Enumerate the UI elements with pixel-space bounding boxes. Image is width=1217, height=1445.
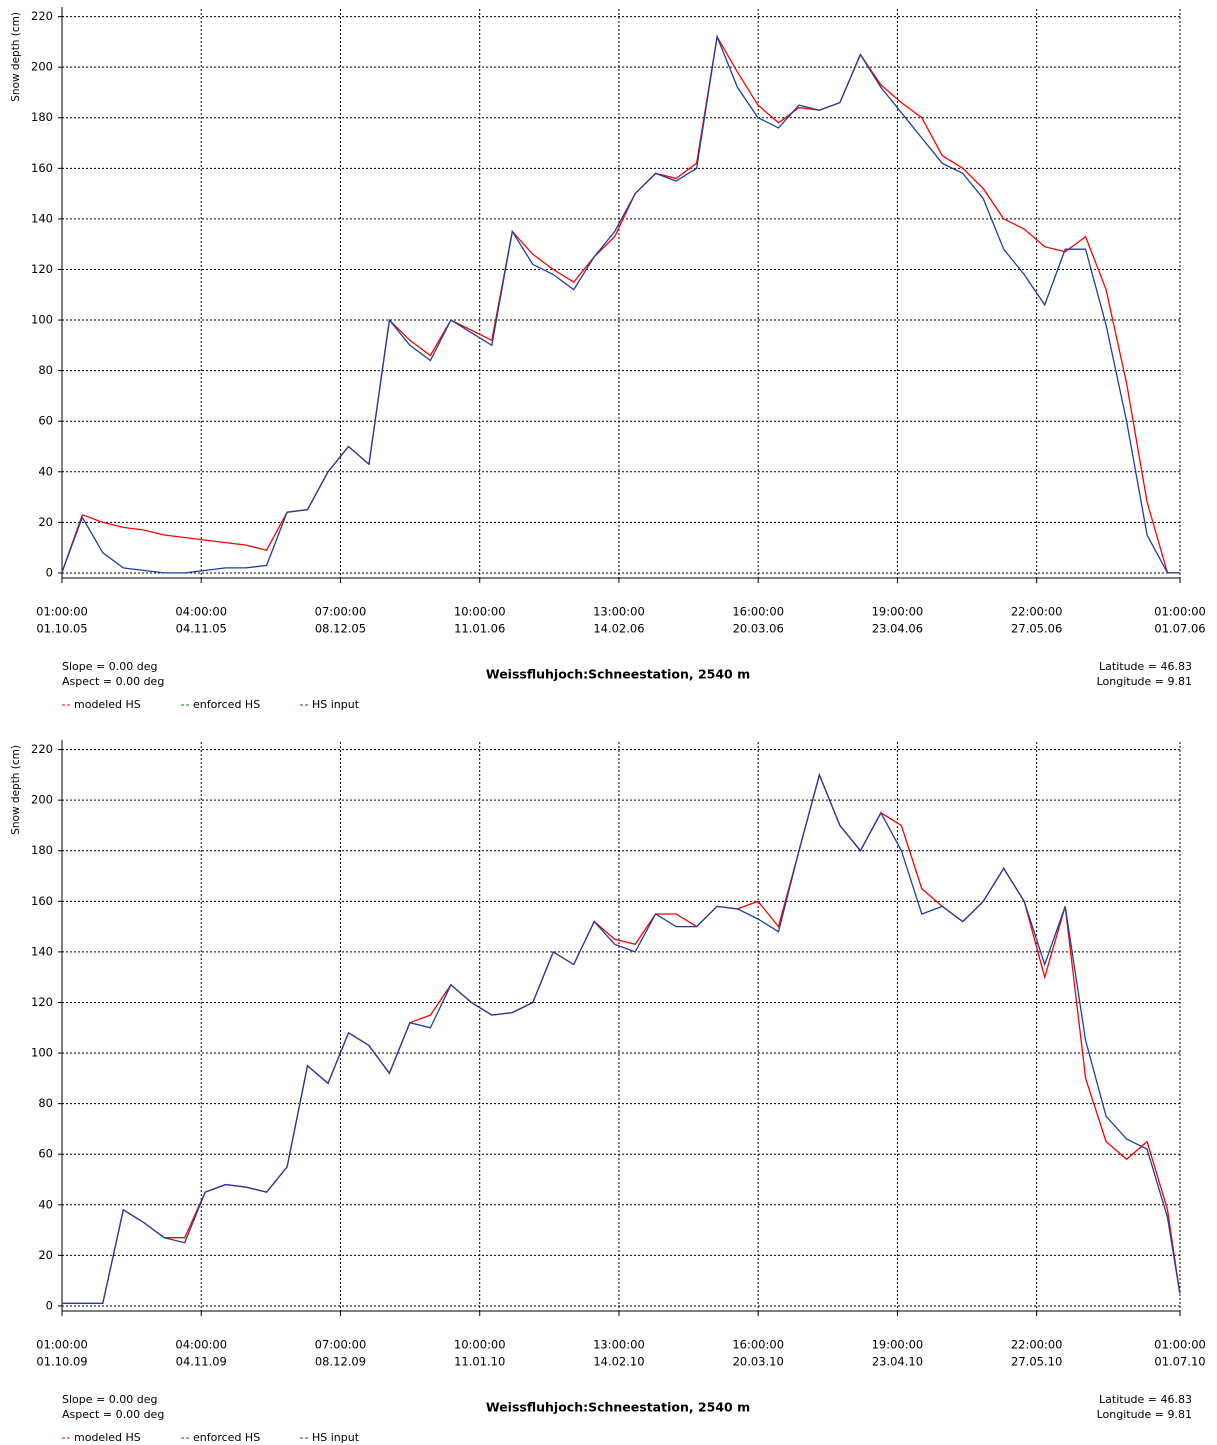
y-tick-label: 100 bbox=[31, 1046, 53, 1060]
legend-label: HS input bbox=[312, 698, 360, 711]
aspect: Aspect = 0.00 deg bbox=[62, 1408, 164, 1421]
x-tick-label: 20.03.06 bbox=[733, 622, 784, 636]
y-tick-label: 20 bbox=[38, 515, 53, 529]
legend-label: modeled HS bbox=[74, 698, 141, 711]
y-tick-label: 140 bbox=[31, 944, 53, 958]
x-tick-label: 04.11.05 bbox=[176, 622, 227, 636]
y-tick-label: 180 bbox=[31, 843, 53, 857]
x-tick-label: 11.01.06 bbox=[454, 622, 505, 636]
aspect: Aspect = 0.00 deg bbox=[62, 675, 164, 688]
x-tick-label: 04:00:00 bbox=[175, 1338, 227, 1352]
x-tick-label: 20.03.10 bbox=[733, 1355, 784, 1369]
y-tick-label: 20 bbox=[38, 1248, 53, 1262]
y-tick-label: 220 bbox=[31, 742, 53, 756]
x-tick-label: 01:00:00 bbox=[1154, 1338, 1206, 1352]
x-tick-label: 23.04.10 bbox=[872, 1355, 923, 1369]
y-tick-label: 200 bbox=[31, 60, 53, 74]
slope: Slope = 0.00 deg bbox=[62, 1393, 157, 1406]
y-axis-label: Snow depth (cm) bbox=[10, 12, 22, 102]
x-tick-label: 22:00:00 bbox=[1011, 605, 1063, 619]
y-tick-label: 180 bbox=[31, 110, 53, 124]
series-line bbox=[61, 34, 1180, 574]
x-tick-label: 16:00:00 bbox=[732, 1338, 784, 1352]
x-tick-label: 27.05.06 bbox=[1011, 622, 1062, 636]
x-tick-label: 10:00:00 bbox=[454, 605, 506, 619]
x-tick-label: 08.12.09 bbox=[315, 1355, 366, 1369]
series-line bbox=[61, 772, 1181, 1305]
x-tick-label: 19:00:00 bbox=[872, 1338, 924, 1352]
x-tick-label: 01.07.06 bbox=[1154, 622, 1205, 636]
chart-title: Weissfluhjoch:Schneestation, 2540 m bbox=[486, 1400, 750, 1415]
y-tick-label: 160 bbox=[31, 161, 53, 175]
x-tick-label: 13:00:00 bbox=[593, 1338, 645, 1352]
x-tick-label: 27.05.10 bbox=[1011, 1355, 1062, 1369]
latitude: Latitude = 46.83 bbox=[1099, 660, 1192, 673]
latitude: Latitude = 46.83 bbox=[1099, 1393, 1192, 1406]
series-line bbox=[61, 772, 1181, 1305]
y-tick-label: 220 bbox=[31, 9, 53, 23]
legend-label: HS input bbox=[312, 1431, 360, 1444]
x-tick-label: 14.02.10 bbox=[593, 1355, 644, 1369]
legend-label: enforced HS bbox=[193, 698, 260, 711]
y-tick-label: 80 bbox=[38, 1096, 53, 1110]
x-tick-label: 14.02.06 bbox=[593, 622, 644, 636]
x-tick-label: 07:00:00 bbox=[315, 1338, 367, 1352]
x-tick-label: 16:00:00 bbox=[732, 605, 784, 619]
y-tick-label: 100 bbox=[31, 313, 53, 327]
x-tick-label: 01:00:00 bbox=[36, 1338, 88, 1352]
x-tick-label: 01.10.09 bbox=[36, 1355, 87, 1369]
y-tick-label: 60 bbox=[38, 414, 53, 428]
y-axis-label: Snow depth (cm) bbox=[10, 745, 22, 835]
y-tick-label: 160 bbox=[31, 894, 53, 908]
y-tick-label: 140 bbox=[31, 211, 53, 225]
longitude: Longitude = 9.81 bbox=[1097, 675, 1192, 688]
x-tick-label: 04.11.09 bbox=[176, 1355, 227, 1369]
x-tick-label: 19:00:00 bbox=[872, 605, 924, 619]
y-tick-label: 60 bbox=[38, 1147, 53, 1161]
x-tick-label: 10:00:00 bbox=[454, 1338, 506, 1352]
y-tick-label: 200 bbox=[31, 793, 53, 807]
y-tick-label: 80 bbox=[38, 363, 53, 377]
y-tick-label: 40 bbox=[38, 464, 53, 478]
x-tick-label: 01:00:00 bbox=[1154, 605, 1206, 619]
x-tick-label: 13:00:00 bbox=[593, 605, 645, 619]
x-tick-label: 22:00:00 bbox=[1011, 1338, 1063, 1352]
y-tick-label: 120 bbox=[31, 262, 53, 276]
x-tick-label: 11.01.10 bbox=[454, 1355, 505, 1369]
y-tick-label: 120 bbox=[31, 995, 53, 1009]
x-tick-label: 01:00:00 bbox=[36, 605, 88, 619]
y-tick-label: 0 bbox=[46, 565, 53, 579]
x-tick-label: 07:00:00 bbox=[315, 605, 367, 619]
legend-label: modeled HS bbox=[74, 1431, 141, 1444]
y-tick-label: 40 bbox=[38, 1197, 53, 1211]
legend-label: enforced HS bbox=[193, 1431, 260, 1444]
x-tick-label: 23.04.06 bbox=[872, 622, 923, 636]
x-tick-label: 01.07.10 bbox=[1154, 1355, 1205, 1369]
longitude: Longitude = 9.81 bbox=[1097, 1408, 1192, 1421]
x-tick-label: 08.12.05 bbox=[315, 622, 366, 636]
x-tick-label: 04:00:00 bbox=[175, 605, 227, 619]
y-tick-label: 0 bbox=[46, 1298, 53, 1312]
slope: Slope = 0.00 deg bbox=[62, 660, 157, 673]
series-line bbox=[61, 34, 1180, 574]
x-tick-label: 01.10.05 bbox=[36, 622, 87, 636]
chart-title: Weissfluhjoch:Schneestation, 2540 m bbox=[486, 667, 750, 682]
